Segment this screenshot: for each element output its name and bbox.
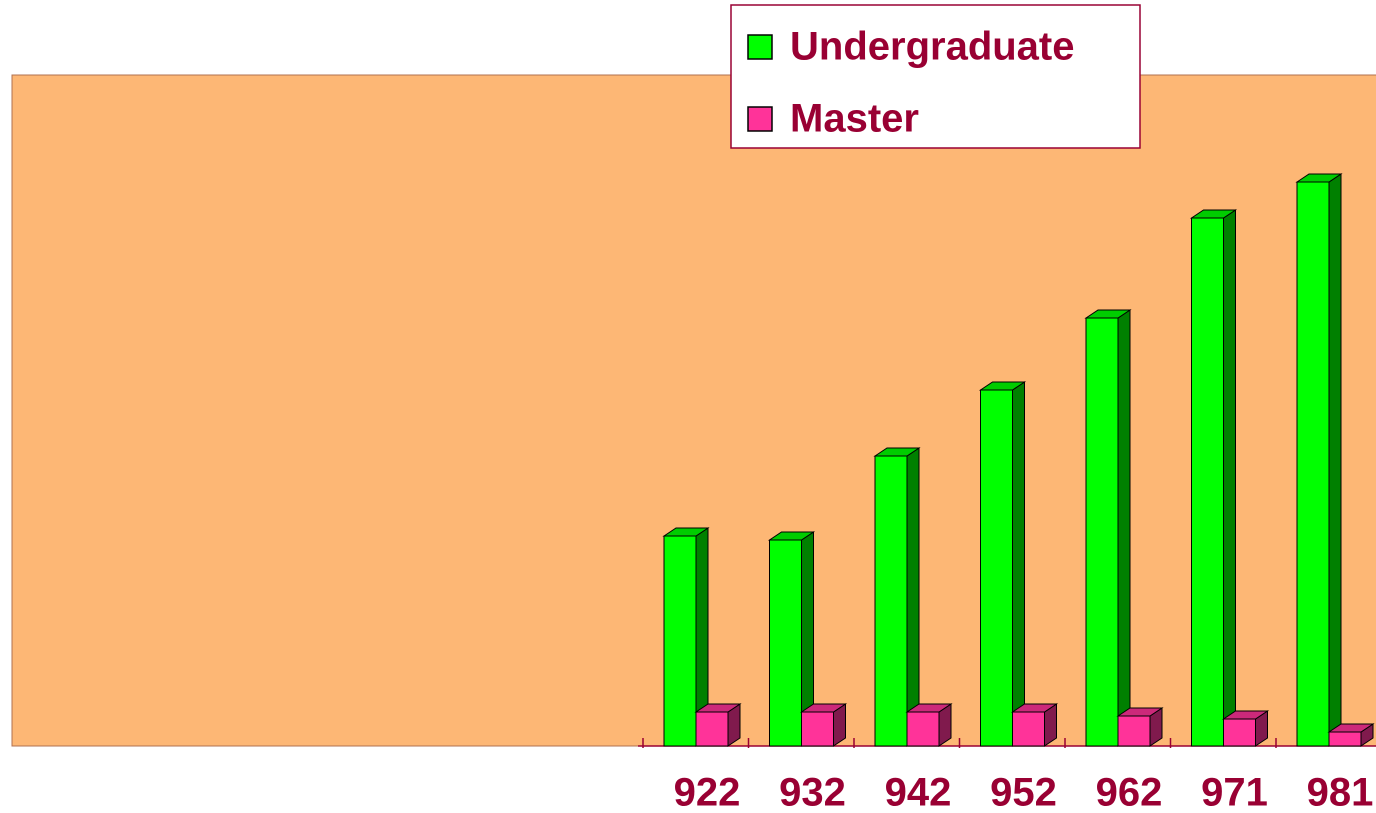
bar bbox=[695, 711, 729, 747]
bar bbox=[906, 711, 940, 747]
legend bbox=[730, 4, 1141, 149]
legend-swatch bbox=[747, 106, 773, 132]
bar bbox=[1328, 731, 1362, 747]
bar-side bbox=[1117, 309, 1131, 747]
x-tick-label: 932 bbox=[779, 771, 846, 813]
x-tick-label: 952 bbox=[990, 771, 1057, 813]
bar bbox=[663, 535, 697, 747]
bar bbox=[1296, 181, 1330, 747]
x-tick-label: 962 bbox=[1096, 771, 1163, 813]
x-tick-label: 981 bbox=[1307, 771, 1374, 813]
bar bbox=[874, 455, 908, 747]
bar bbox=[1012, 711, 1045, 747]
bar-side bbox=[1223, 209, 1236, 747]
bar-side bbox=[906, 447, 920, 747]
bar bbox=[1191, 217, 1224, 747]
bar bbox=[801, 711, 834, 747]
bar-side bbox=[1012, 381, 1025, 747]
bar-side bbox=[1328, 173, 1342, 747]
legend-label: Master bbox=[790, 97, 919, 141]
bar bbox=[1085, 317, 1119, 747]
bar bbox=[980, 389, 1013, 747]
legend-box bbox=[730, 4, 1141, 149]
bar bbox=[1223, 718, 1256, 747]
legend-label: Undergraduate bbox=[790, 25, 1075, 69]
x-tick-label: 922 bbox=[674, 771, 741, 813]
x-tick-label: 971 bbox=[1201, 771, 1268, 813]
bar bbox=[769, 539, 802, 747]
bar bbox=[1117, 715, 1151, 747]
legend-swatch bbox=[747, 34, 773, 60]
x-tick-label: 942 bbox=[885, 771, 952, 813]
